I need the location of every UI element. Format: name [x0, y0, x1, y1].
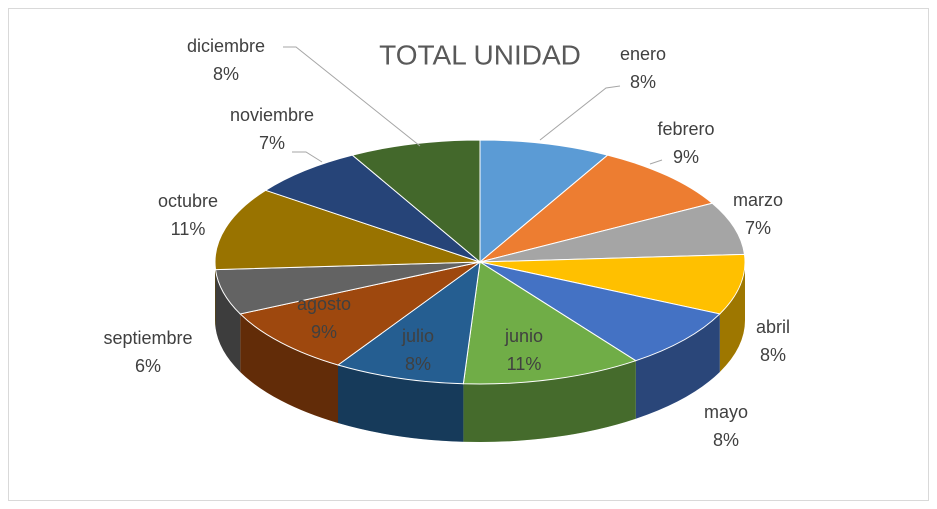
data-label-name: junio: [504, 326, 543, 346]
data-label-value: 9%: [673, 147, 699, 167]
data-label-value: 8%: [630, 72, 656, 92]
slice: [479, 139, 609, 264]
data-label-value: 8%: [760, 345, 786, 365]
leader-line: [283, 46, 421, 147]
slice: [479, 261, 721, 362]
data-label-name: marzo: [733, 190, 783, 210]
data-label-value: 8%: [405, 354, 431, 374]
data-label-name: julio: [401, 326, 434, 346]
slice: [479, 202, 746, 263]
slice-side: [240, 313, 339, 424]
slice: [239, 261, 481, 366]
data-label-name: septiembre: [103, 328, 192, 348]
slice: [214, 189, 481, 271]
slice: [351, 139, 481, 264]
data-label-value: 6%: [135, 356, 161, 376]
leader-line: [649, 159, 663, 165]
slice-side: [635, 313, 720, 419]
data-label-value: 7%: [259, 133, 285, 153]
data-label-value: 7%: [745, 218, 771, 238]
slice-shade: [215, 269, 241, 372]
pie: [214, 139, 746, 442]
slice-side: [463, 360, 636, 442]
slice: [336, 260, 481, 385]
data-label-value: 11%: [507, 354, 542, 374]
leader-line: [292, 151, 323, 163]
data-label-name: diciembre: [187, 36, 265, 56]
data-label-value: 9%: [311, 322, 337, 342]
data-label-name: abril: [756, 317, 790, 337]
slice: [462, 261, 637, 385]
slice: [479, 154, 714, 263]
slice-side: [215, 262, 216, 328]
data-label-name: agosto: [297, 294, 351, 314]
data-label-name: febrero: [657, 119, 714, 139]
slice-shade: [463, 360, 636, 442]
slice-shade: [338, 365, 464, 442]
slice-side: [215, 269, 241, 372]
data-label-name: mayo: [704, 402, 748, 422]
data-label-value: 8%: [213, 64, 239, 84]
labels: enero 8% febrero 9% marzo 7% abril 8% mayo 8% juni…: [103, 36, 790, 450]
data-label-name: octubre: [158, 191, 218, 211]
data-label-name: noviembre: [230, 105, 314, 125]
slice-shade: [215, 262, 216, 328]
data-label-value: 11%: [171, 219, 206, 239]
data-label-value: 8%: [713, 430, 739, 450]
slice: [264, 154, 481, 263]
leader-line: [539, 85, 621, 141]
slice-shade: [635, 313, 720, 419]
slice: [479, 253, 746, 315]
chart-title: TOTAL UNIDAD: [379, 39, 581, 70]
slice-shade: [240, 313, 339, 424]
data-label-name: enero: [620, 44, 666, 64]
slice-side: [338, 365, 464, 442]
